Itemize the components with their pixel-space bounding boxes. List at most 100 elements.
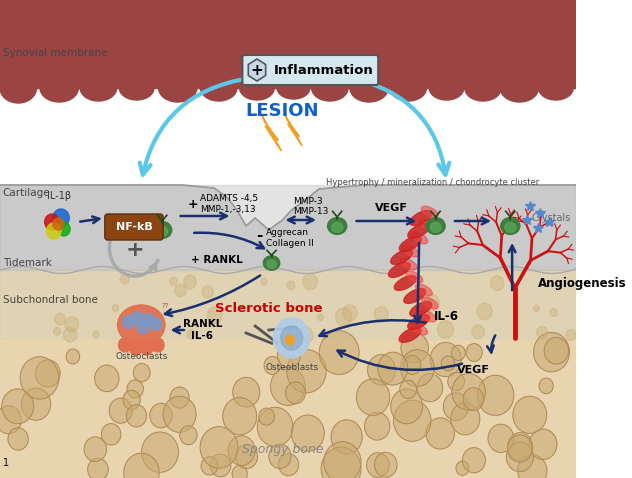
- Circle shape: [448, 372, 465, 391]
- Ellipse shape: [240, 76, 274, 100]
- Circle shape: [207, 307, 222, 324]
- Ellipse shape: [332, 222, 343, 232]
- Text: IL-1β: IL-1β: [47, 191, 71, 201]
- Circle shape: [63, 327, 77, 342]
- Circle shape: [202, 286, 213, 298]
- Circle shape: [228, 436, 255, 466]
- Circle shape: [466, 344, 482, 361]
- Circle shape: [45, 214, 59, 230]
- Circle shape: [343, 305, 357, 321]
- Circle shape: [441, 356, 455, 371]
- Circle shape: [544, 337, 569, 364]
- Text: Angiogenesis: Angiogenesis: [538, 276, 626, 290]
- Ellipse shape: [406, 271, 423, 283]
- Circle shape: [95, 365, 119, 392]
- Circle shape: [200, 426, 238, 468]
- Ellipse shape: [394, 276, 416, 291]
- Ellipse shape: [430, 222, 441, 232]
- Ellipse shape: [404, 289, 426, 304]
- Circle shape: [258, 408, 274, 425]
- Ellipse shape: [80, 75, 117, 101]
- Circle shape: [88, 458, 108, 478]
- FancyBboxPatch shape: [105, 214, 163, 240]
- Text: Cartilage: Cartilage: [3, 188, 51, 198]
- Circle shape: [21, 388, 51, 420]
- Polygon shape: [284, 114, 302, 146]
- Circle shape: [368, 355, 396, 385]
- Circle shape: [286, 382, 305, 404]
- Circle shape: [133, 363, 150, 382]
- Text: 1: 1: [3, 458, 9, 468]
- Ellipse shape: [327, 217, 347, 234]
- Circle shape: [539, 378, 553, 394]
- Circle shape: [47, 223, 61, 239]
- Ellipse shape: [350, 74, 388, 102]
- Bar: [0, 340, 576, 478]
- Circle shape: [269, 444, 291, 468]
- Text: Inflammation: Inflammation: [274, 64, 373, 76]
- Circle shape: [8, 428, 28, 450]
- Ellipse shape: [200, 75, 237, 101]
- Ellipse shape: [410, 211, 432, 226]
- Bar: [0, 88, 576, 185]
- Circle shape: [140, 341, 153, 355]
- Circle shape: [477, 303, 492, 320]
- Bar: [0, 0, 576, 88]
- Ellipse shape: [403, 245, 419, 257]
- Circle shape: [179, 426, 197, 445]
- Ellipse shape: [153, 222, 172, 239]
- Circle shape: [506, 442, 533, 472]
- Circle shape: [443, 393, 469, 421]
- Circle shape: [391, 389, 423, 424]
- Text: ??: ??: [161, 303, 169, 309]
- Text: Hypertrophy / mineralization / chondrocyte cluster: Hypertrophy / mineralization / chondrocy…: [326, 177, 540, 186]
- Text: Tidemark: Tidemark: [3, 258, 52, 268]
- Text: IL-6: IL-6: [434, 309, 459, 323]
- Ellipse shape: [415, 284, 432, 296]
- Ellipse shape: [501, 74, 538, 102]
- Ellipse shape: [408, 315, 430, 329]
- Ellipse shape: [408, 224, 430, 239]
- Ellipse shape: [264, 256, 280, 270]
- Ellipse shape: [399, 237, 421, 251]
- Circle shape: [233, 377, 260, 407]
- Circle shape: [201, 456, 218, 475]
- Text: NF-kB: NF-kB: [116, 222, 152, 232]
- Circle shape: [319, 331, 359, 375]
- Circle shape: [317, 314, 324, 321]
- Circle shape: [490, 276, 504, 290]
- Text: Synovial membrane: Synovial membrane: [3, 48, 107, 58]
- Circle shape: [127, 380, 143, 398]
- Circle shape: [356, 379, 390, 415]
- Circle shape: [54, 327, 61, 335]
- Circle shape: [463, 388, 484, 411]
- Circle shape: [20, 357, 59, 399]
- Circle shape: [277, 342, 301, 368]
- FancyBboxPatch shape: [243, 55, 378, 85]
- Circle shape: [291, 415, 324, 451]
- Ellipse shape: [267, 260, 276, 269]
- Ellipse shape: [420, 219, 436, 231]
- Circle shape: [58, 222, 70, 236]
- Circle shape: [123, 315, 135, 328]
- Circle shape: [297, 326, 313, 344]
- Circle shape: [142, 432, 178, 472]
- Circle shape: [451, 345, 465, 360]
- Circle shape: [264, 357, 281, 374]
- Circle shape: [375, 452, 397, 477]
- Circle shape: [401, 333, 428, 363]
- Circle shape: [210, 454, 231, 477]
- Circle shape: [53, 209, 70, 227]
- Circle shape: [287, 281, 295, 290]
- Circle shape: [35, 360, 60, 387]
- Text: +: +: [188, 197, 198, 210]
- Circle shape: [424, 294, 439, 311]
- Ellipse shape: [411, 232, 428, 244]
- Circle shape: [54, 313, 65, 325]
- Circle shape: [452, 373, 485, 410]
- Circle shape: [274, 318, 310, 358]
- Circle shape: [285, 335, 295, 345]
- Ellipse shape: [501, 217, 520, 234]
- Ellipse shape: [410, 302, 432, 316]
- Ellipse shape: [119, 76, 154, 100]
